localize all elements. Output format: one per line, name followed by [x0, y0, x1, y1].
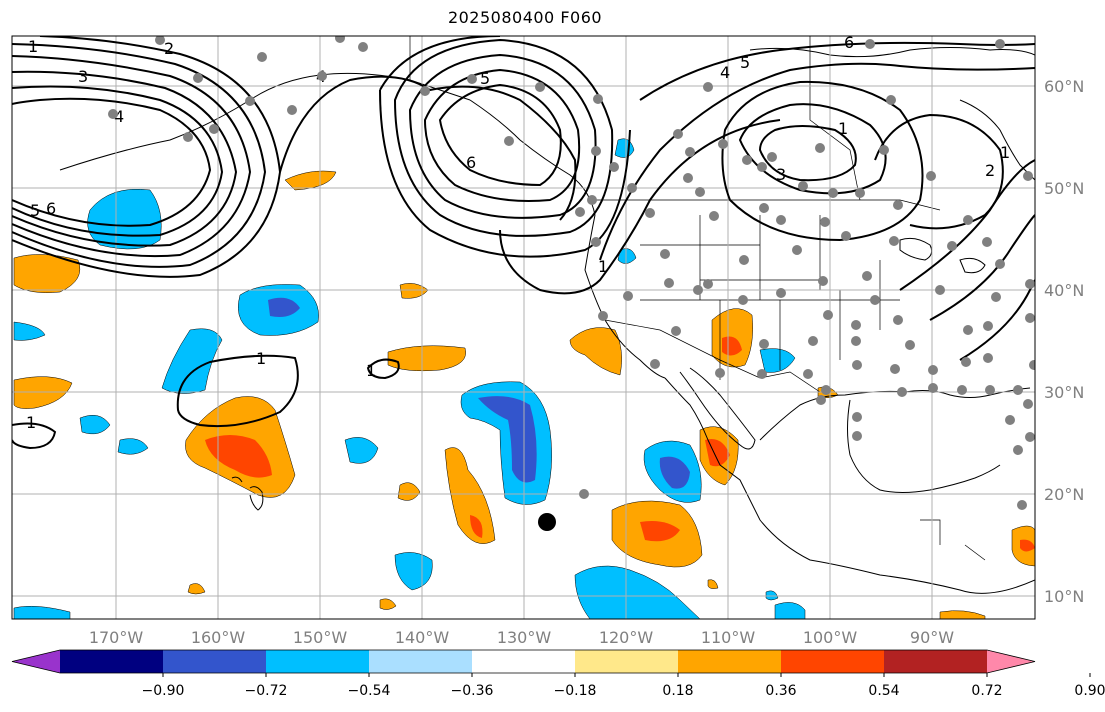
colorbar-tick-label: 0.54	[868, 683, 899, 699]
svg-text:1: 1	[256, 349, 266, 368]
colorbar-tick-label: −0.72	[245, 683, 288, 699]
anomaly-shading	[13, 138, 1035, 619]
colorbar-tick-label: 0.90	[1074, 683, 1105, 699]
lon-label: 160°W	[191, 628, 246, 647]
svg-text:6: 6	[46, 199, 56, 218]
colorbar-tick-label: −0.54	[348, 683, 391, 699]
colorbar-tick-label: 0.72	[971, 683, 1002, 699]
svg-text:5: 5	[30, 201, 40, 220]
colorbar-swatch	[163, 650, 267, 673]
svg-text:1: 1	[1000, 143, 1010, 162]
latitude-labels: 60°N 50°N 40°N 30°N 20°N 10°N	[1044, 77, 1084, 606]
gridlines	[12, 36, 1035, 619]
lat-label: 60°N	[1044, 77, 1084, 96]
colorbar-swatch	[472, 650, 576, 673]
svg-text:3: 3	[78, 67, 88, 86]
map-frame	[11, 35, 1036, 620]
svg-text:1: 1	[838, 119, 848, 138]
longitude-labels: 170°W 160°W 150°W 140°W 130°W 120°W 110°…	[89, 628, 954, 647]
colorbar-swatch	[575, 650, 679, 673]
svg-text:3: 3	[776, 165, 786, 184]
colorbar-swatch	[678, 650, 782, 673]
svg-text:2: 2	[985, 161, 995, 180]
lon-label: 120°W	[599, 628, 654, 647]
colorbar-tick-label: 0.18	[662, 683, 693, 699]
lon-label: 170°W	[89, 628, 144, 647]
svg-text:5: 5	[480, 69, 490, 88]
svg-text:4: 4	[720, 63, 730, 82]
lat-label: 40°N	[1044, 281, 1084, 300]
colorbar-tick-label: −0.18	[554, 683, 597, 699]
colorbar-extension-low	[12, 650, 60, 673]
svg-text:5: 5	[740, 53, 750, 72]
lat-label: 20°N	[1044, 485, 1084, 504]
colorbar-swatch	[781, 650, 885, 673]
colorbar: −0.90 −0.72 −0.54 −0.36 −0.18 0.18 0.36 0.54 0.7…	[11, 649, 1105, 699]
svg-text:1: 1	[366, 361, 376, 380]
svg-text:1: 1	[26, 413, 36, 432]
colorbar-tick-label: −0.90	[142, 683, 185, 699]
lat-label: 50°N	[1044, 179, 1084, 198]
colorbar-extension-high	[987, 650, 1035, 673]
svg-text:2: 2	[164, 39, 174, 58]
colorbar-swatch	[266, 650, 370, 673]
storm-center-marker	[538, 513, 556, 531]
lon-label: 130°W	[497, 628, 552, 647]
lon-label: 150°W	[293, 628, 348, 647]
lat-label: 30°N	[1044, 383, 1084, 402]
svg-text:1: 1	[28, 37, 38, 56]
map-title: 2025080400 F060	[447, 8, 603, 27]
contour-labels: 1 2 3 4 5 6 5 6 5 4 3 1 6 2 1 1 1 1 1 4	[26, 33, 1010, 432]
station-points	[108, 36, 1035, 510]
svg-text:4: 4	[114, 107, 124, 126]
colorbar-tick-label: 0.36	[765, 683, 796, 699]
svg-text:6: 6	[466, 153, 476, 172]
svg-text:1: 1	[598, 257, 608, 276]
colorbar-tick-label: −0.36	[451, 683, 494, 699]
lat-label: 10°N	[1044, 587, 1084, 606]
lon-label: 140°W	[395, 628, 450, 647]
colorbar-swatch	[60, 650, 164, 673]
colorbar-swatch	[369, 650, 473, 673]
height-contours	[12, 36, 1035, 450]
svg-text:6: 6	[844, 33, 854, 52]
colorbar-swatch	[884, 650, 988, 673]
lon-label: 110°W	[701, 628, 756, 647]
lon-label: 90°W	[910, 628, 954, 647]
colorbar-outline	[11, 649, 1036, 674]
lon-label: 100°W	[803, 628, 858, 647]
